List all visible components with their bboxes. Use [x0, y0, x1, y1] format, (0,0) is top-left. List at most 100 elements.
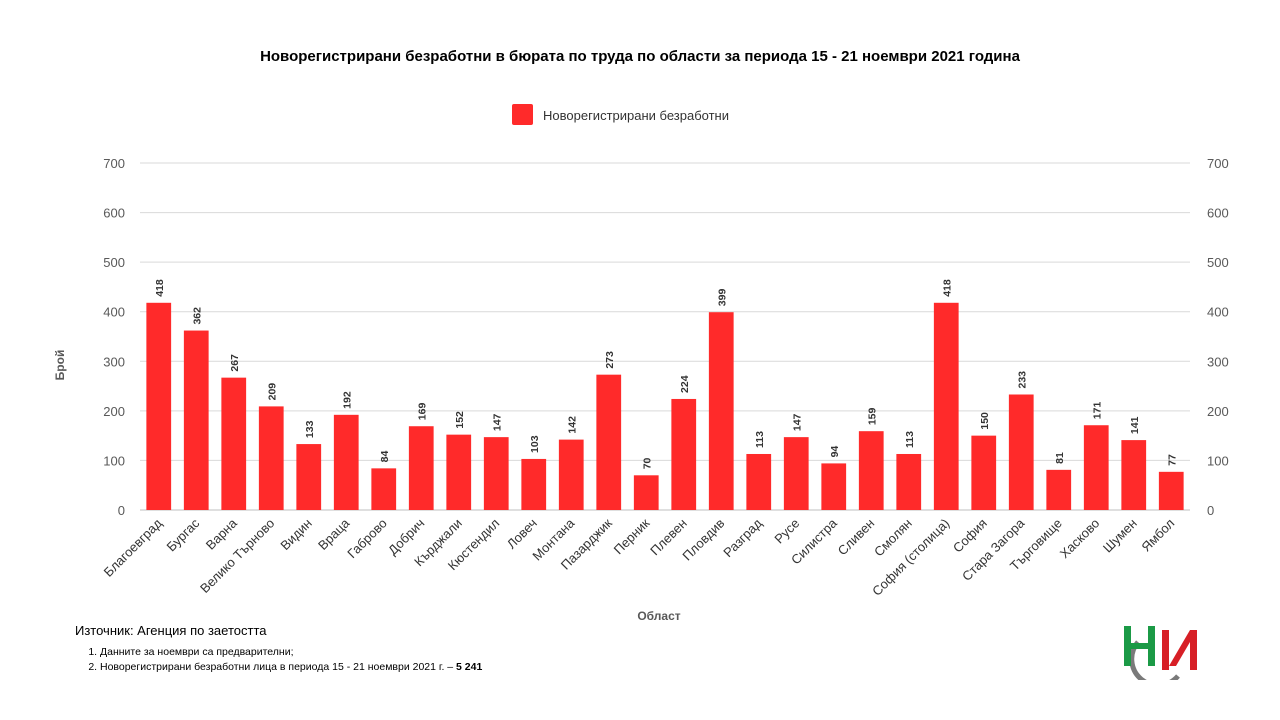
data-label: 171	[1091, 402, 1103, 420]
data-label: 233	[1016, 371, 1028, 389]
data-label: 192	[341, 391, 353, 409]
bar	[296, 444, 322, 510]
bar	[596, 374, 622, 510]
source-note: Източник: Агенция по заетостта	[75, 623, 267, 638]
footnotes: Данните за ноември са предварителни; Нов…	[80, 646, 482, 676]
bar	[1046, 469, 1072, 510]
category-label: Ловеч	[504, 516, 540, 552]
category-label: Бургас	[163, 515, 202, 554]
footnote-2: Новорегистрирани безработни лица в перио…	[100, 661, 482, 673]
footnote-2-total: 5 241	[456, 661, 483, 673]
bar	[971, 435, 997, 510]
chart-title: Новорегистрирани безработни в бюрата по …	[260, 48, 1021, 65]
category-label: Сливен	[835, 516, 878, 559]
bar	[708, 312, 734, 510]
y-tick-label-left: 600	[103, 206, 125, 221]
category-label: Перник	[611, 515, 653, 557]
bar	[783, 437, 809, 510]
data-label: 224	[679, 375, 691, 393]
bar	[558, 439, 584, 510]
data-label: 113	[904, 431, 916, 448]
data-label: 169	[416, 403, 428, 421]
y-tick-label-right: 200	[1207, 404, 1229, 419]
data-label: 103	[529, 435, 541, 453]
bar	[1083, 425, 1109, 510]
bar	[483, 437, 509, 510]
y-axis-title: Брой	[53, 350, 67, 381]
category-label: Разград	[720, 515, 765, 560]
bar	[258, 406, 284, 510]
y-tick-label-right: 0	[1207, 503, 1214, 518]
y-tick-label-left: 300	[103, 354, 125, 369]
bar	[1158, 471, 1184, 510]
category-label: Шумен	[1100, 516, 1140, 556]
bars	[146, 302, 1184, 510]
data-label: 94	[829, 446, 841, 458]
bar	[183, 330, 209, 510]
category-label: Габрово	[344, 516, 390, 562]
data-label: 70	[641, 457, 653, 469]
legend: Новорегистрирани безработни	[512, 104, 729, 125]
bar	[333, 414, 359, 510]
data-label: 113	[754, 431, 766, 448]
y-tick-label-right: 700	[1207, 156, 1229, 171]
data-label: 362	[191, 307, 203, 325]
data-labels: 418 362 267 209 133 192 84 169 152 147 103 142 273 70…	[154, 279, 1179, 469]
y-axis-right: 0 100 200 300 400 500 600 700	[1207, 156, 1229, 518]
legend-label: Новорегистрирани безработни	[543, 108, 729, 123]
bar	[146, 302, 172, 510]
y-tick-label-right: 500	[1207, 255, 1229, 270]
y-tick-label-left: 700	[103, 156, 125, 171]
data-label: 399	[716, 289, 728, 307]
category-label: Ямбол	[1138, 516, 1177, 555]
y-tick-label-right: 100	[1207, 453, 1229, 468]
data-label: 418	[154, 279, 166, 297]
bar	[221, 377, 247, 510]
bar	[821, 463, 847, 510]
data-label: 147	[491, 413, 503, 431]
bar	[408, 426, 434, 510]
bar	[633, 475, 659, 510]
y-tick-label-right: 300	[1207, 354, 1229, 369]
bar	[858, 431, 884, 510]
y-tick-label-left: 0	[118, 503, 125, 518]
y-tick-label-left: 200	[103, 404, 125, 419]
x-axis-title: Област	[637, 609, 680, 623]
bar	[446, 434, 472, 510]
legend-swatch	[512, 104, 533, 125]
bar	[1121, 440, 1147, 510]
bar	[746, 453, 772, 510]
data-label: 133	[304, 420, 316, 438]
category-label: Русе	[771, 516, 802, 547]
y-tick-label-left: 500	[103, 255, 125, 270]
category-label: Хасково	[1057, 516, 1103, 562]
logo-icon	[1124, 626, 1197, 680]
y-axis-left: 0 100 200 300 400 500 600 700	[103, 156, 125, 518]
bar	[671, 398, 697, 510]
data-label: 209	[266, 383, 278, 401]
data-label: 142	[566, 416, 578, 434]
y-tick-label-left: 400	[103, 305, 125, 320]
data-label: 152	[454, 411, 466, 429]
footnote-1: Данните за ноември са предварителни;	[100, 646, 482, 658]
bar	[1008, 394, 1034, 510]
data-label: 84	[379, 451, 391, 463]
data-label: 81	[1054, 452, 1066, 464]
bar	[896, 453, 922, 510]
bar	[933, 302, 959, 510]
data-label: 141	[1129, 416, 1141, 434]
y-tick-label-left: 100	[103, 453, 125, 468]
y-tick-label-right: 400	[1207, 305, 1229, 320]
category-label: Пловдив	[679, 515, 727, 563]
data-label: 159	[866, 408, 878, 426]
bar	[521, 458, 547, 510]
data-label: 77	[1166, 454, 1178, 466]
y-tick-label-right: 600	[1207, 206, 1229, 221]
footnote-2-text: Новорегистрирани безработни лица в перио…	[100, 661, 457, 673]
data-label: 267	[229, 354, 241, 372]
data-label: 273	[604, 351, 616, 369]
data-label: 418	[941, 279, 953, 297]
data-label: 147	[791, 413, 803, 431]
